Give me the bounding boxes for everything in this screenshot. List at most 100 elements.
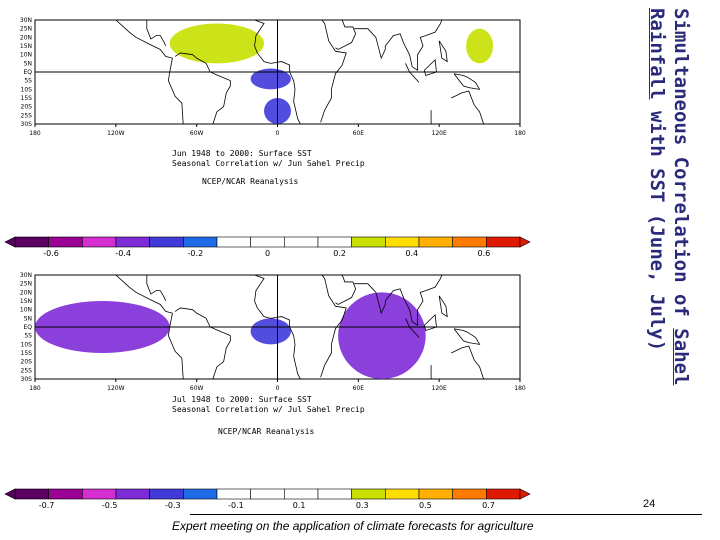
page-number: 24 xyxy=(643,498,656,510)
lat-tick-label: 30N xyxy=(20,17,32,24)
colorbar-tick-label: -0.7 xyxy=(39,501,55,510)
lon-tick-label: 0 xyxy=(276,130,280,137)
lat-tick-label: 5S xyxy=(24,78,32,85)
lat-tick-label: 25N xyxy=(20,281,32,288)
colorbar-segment xyxy=(115,488,150,500)
colorbar-tick-label: 0.3 xyxy=(356,501,369,510)
colorbar-segment xyxy=(284,488,319,500)
coastline-6 xyxy=(354,275,443,326)
lat-tick-label: 25N xyxy=(20,26,32,33)
colorbar-segment xyxy=(385,236,420,248)
lon-tick-label: 60E xyxy=(353,130,365,137)
title-line2-rest: with SST (June, July) xyxy=(646,99,668,352)
colorbar-max-arrow xyxy=(519,236,531,248)
title-line2-keyword: Rainfall xyxy=(646,8,668,100)
lon-tick-label: 60E xyxy=(353,385,365,392)
colorbar-tick-label: -0.4 xyxy=(115,249,131,258)
colorbar-tick-label: 0.7 xyxy=(482,501,495,510)
coastline-11 xyxy=(453,328,481,345)
colorbar-segment xyxy=(183,236,218,248)
colorbar-segment xyxy=(149,488,184,500)
colorbar-segment xyxy=(14,488,49,500)
colorbar-segment xyxy=(351,236,386,248)
slide-title: Simultaneous Correlation of Sahel Rainfa… xyxy=(633,8,693,476)
coastline-1 xyxy=(174,307,231,379)
lat-tick-label: 10S xyxy=(21,86,33,93)
lat-tick-label: 30N xyxy=(20,272,32,279)
map-june-title: Jun 1948 to 2000: Surface SST xyxy=(172,149,312,158)
lat-tick-label: 20S xyxy=(21,359,33,366)
coastline-3 xyxy=(254,275,301,379)
map-july-title: Jul 1948 to 2000: Surface SST xyxy=(172,395,312,404)
footer-divider xyxy=(190,514,702,515)
colorbar-min-arrow xyxy=(4,236,16,248)
colorbar-tick-label: -0.1 xyxy=(228,501,244,510)
colorbar-segment xyxy=(82,236,117,248)
coastline-4 xyxy=(320,275,347,378)
correlation-region-4 xyxy=(452,283,507,328)
lat-tick-label: 20S xyxy=(21,104,33,111)
colorbar-tick-label: -0.5 xyxy=(102,501,118,510)
colorbar-segment xyxy=(452,488,487,500)
lon-tick-label: 180 xyxy=(29,130,41,137)
lon-tick-label: 60W xyxy=(190,385,204,392)
colorbar-tick-label: -0.3 xyxy=(165,501,181,510)
correlation-region-2 xyxy=(338,292,426,379)
title-keyword: Sahel xyxy=(670,328,692,386)
footer-text: Expert meeting on the application of cli… xyxy=(172,519,534,533)
lat-tick-label: 10N xyxy=(20,307,32,314)
lon-tick-label: 180 xyxy=(29,385,41,392)
lon-ticks-june: 180 120W 60W 0 60E 120E 180 xyxy=(29,124,526,137)
title-line-2: Rainfall with SST (June, July) xyxy=(645,8,669,476)
colorbar-tick-label: 0.6 xyxy=(478,249,491,258)
lon-tick-label: 180 xyxy=(514,385,526,392)
map-july-subtitle: Seasonal Correlation w/ Jul Sahel Precip xyxy=(172,405,365,414)
coastline-8 xyxy=(451,345,485,379)
colorbar-segment xyxy=(115,236,150,248)
colorbar-segment xyxy=(82,488,117,500)
colorbar-segment xyxy=(149,236,184,248)
colorbar-tick-label: 0.5 xyxy=(419,501,432,510)
coastline-2 xyxy=(146,20,167,47)
colorbar-max-arrow xyxy=(519,488,531,500)
coastline-11 xyxy=(453,73,481,90)
title-prefix: Simultaneous Correlation of xyxy=(670,8,692,329)
coastline-12 xyxy=(438,40,448,63)
colorbar-segment xyxy=(385,488,420,500)
coastlines-june xyxy=(35,20,520,124)
colorbar-tick-label: 0 xyxy=(265,249,270,258)
colorbar-segment xyxy=(317,488,352,500)
coastline-2 xyxy=(146,275,167,302)
coastline-12 xyxy=(438,295,448,318)
colorbar-tick-label: 0.4 xyxy=(405,249,418,258)
lat-tick-label: 20N xyxy=(20,289,32,296)
colorbar-segment xyxy=(48,488,83,500)
coastlines-july xyxy=(35,275,520,379)
coastline-8 xyxy=(451,90,485,124)
colorbar-segment xyxy=(250,236,285,248)
colorbar-segment xyxy=(14,236,49,248)
coastline-6 xyxy=(354,20,443,71)
correlation-region-3 xyxy=(250,68,291,90)
map-july-source: NCEP/NCAR Reanalysis xyxy=(218,427,315,436)
colorbar-segment xyxy=(452,236,487,248)
coastline-0 xyxy=(115,275,184,379)
lat-tick-label: 15S xyxy=(21,350,33,357)
lat-tick-label: 25S xyxy=(21,112,33,119)
lat-tick-label: 10S xyxy=(21,341,33,348)
colorbar-segment xyxy=(351,488,386,500)
lat-tick-label: 10N xyxy=(20,52,32,59)
correlation-region-3 xyxy=(183,283,251,314)
colorbar-june: -0.6 -0.4 -0.2 0 0.2 0.4 0.6 xyxy=(4,236,531,258)
lat-tick-label: EQ xyxy=(23,69,32,76)
colorbar-tick-label: -0.2 xyxy=(188,249,204,258)
colorbar-segment xyxy=(486,488,521,500)
coastline-4 xyxy=(320,20,347,123)
correlation-region-1 xyxy=(88,37,130,55)
colorbar-segment xyxy=(284,236,319,248)
title-line-1: Simultaneous Correlation of Sahel xyxy=(669,8,693,476)
